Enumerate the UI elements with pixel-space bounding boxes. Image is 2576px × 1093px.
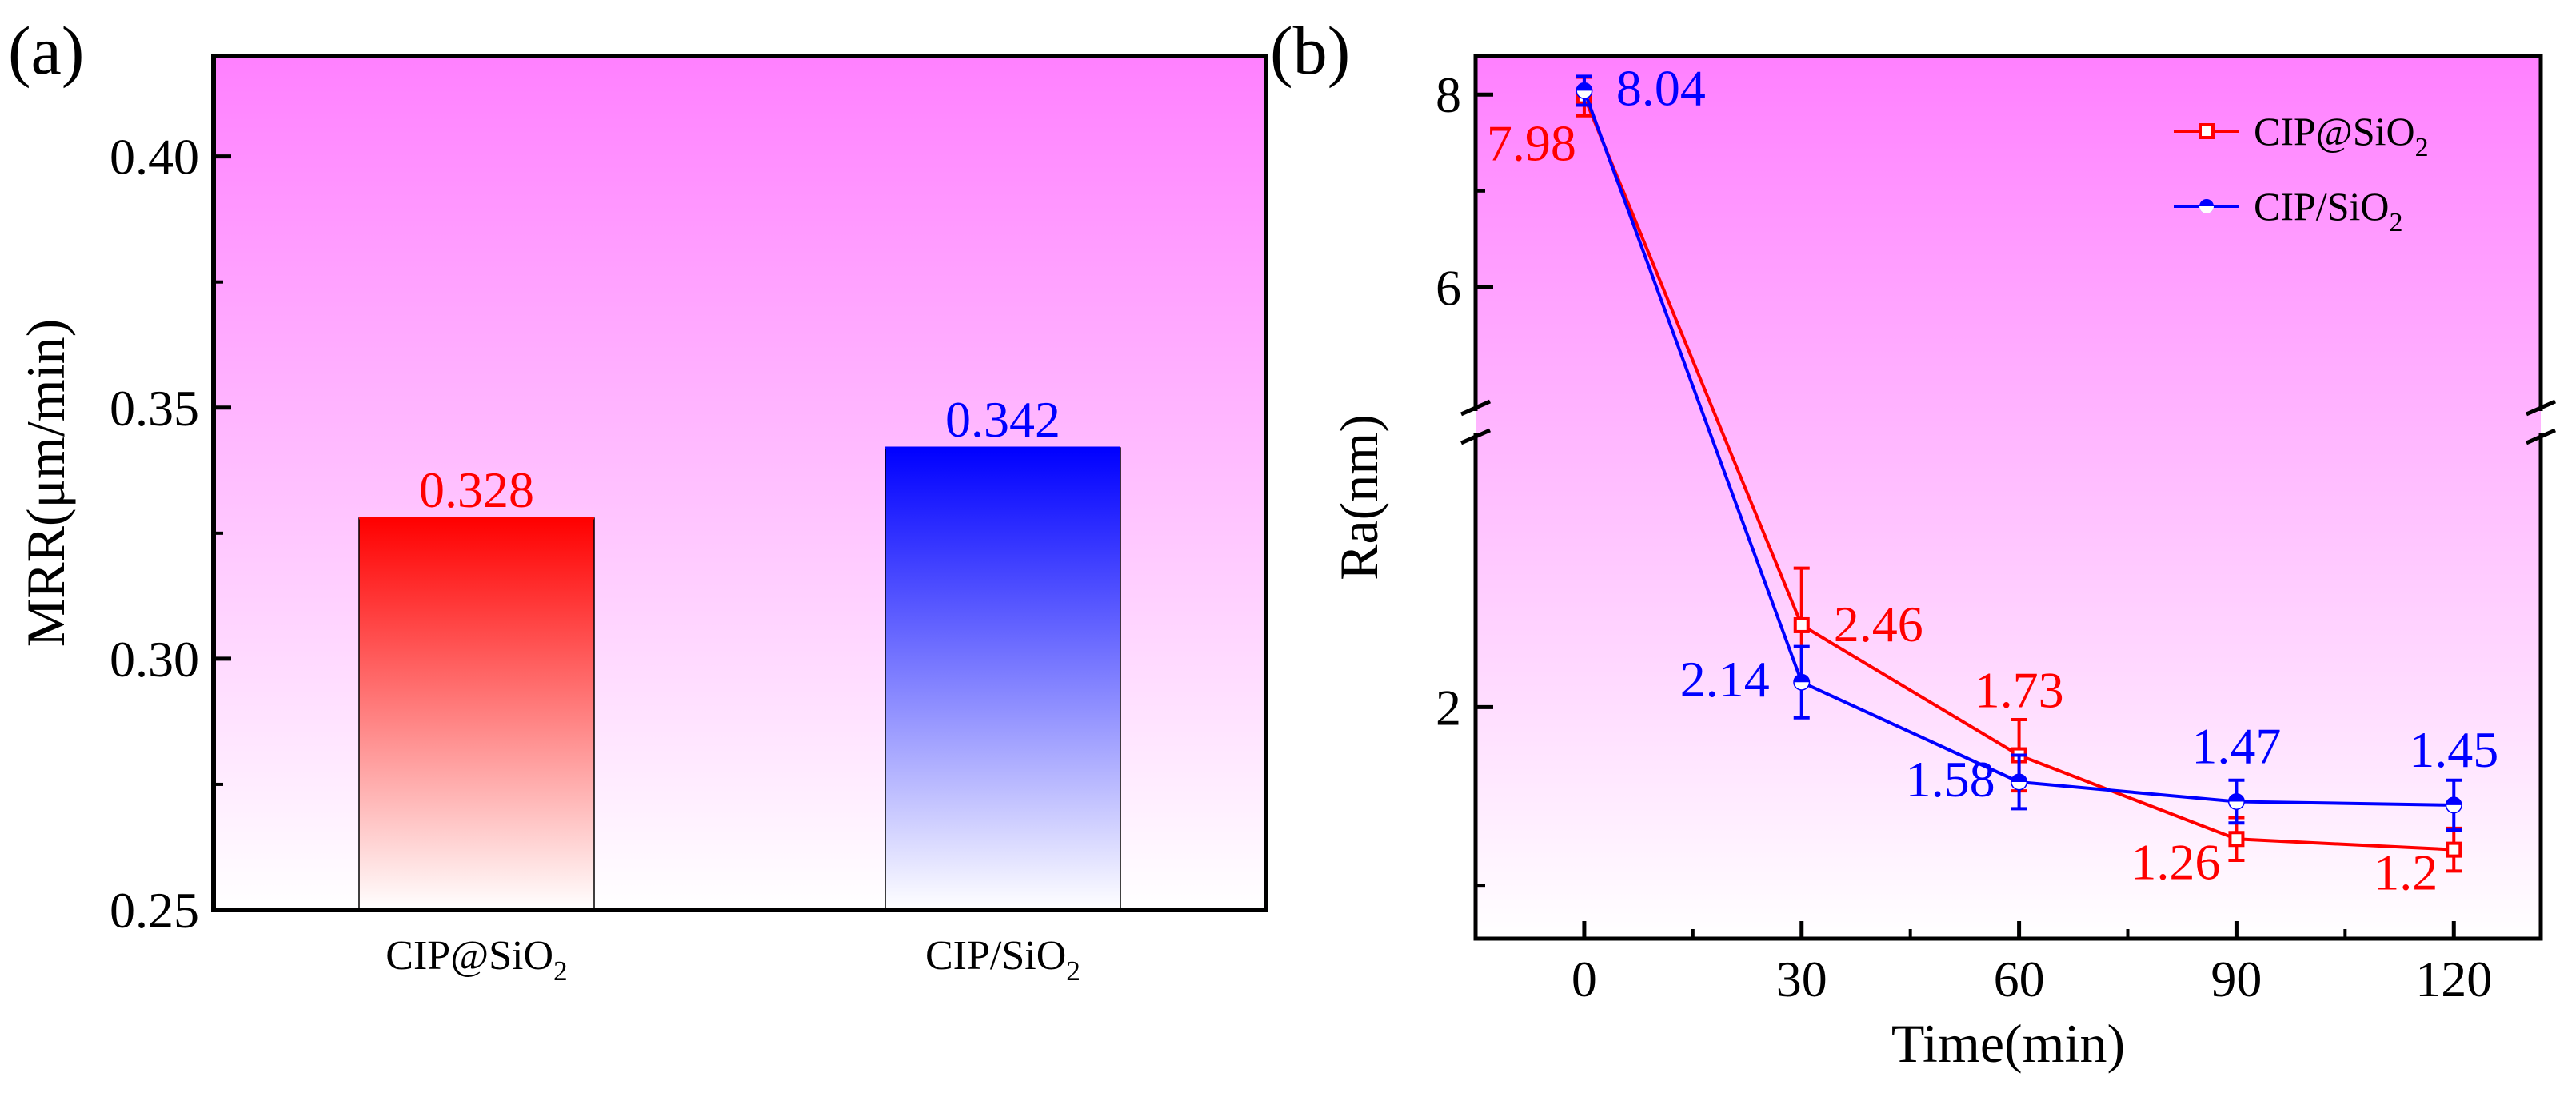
panel-b-frame (1460, 54, 2557, 941)
panel-a-frame (211, 54, 1268, 912)
legend-label: CIP@SiO2 (2254, 109, 2429, 162)
panel-b-x-axis-title: Time(min) (1891, 1013, 2125, 1074)
y-tick-label: 6 (1436, 259, 1461, 316)
frame-upper (1473, 54, 2543, 411)
panel-b-y-axis-title: Ra(nm) (1328, 414, 1389, 580)
data-point-half (1794, 682, 1809, 690)
data-point-CIP@SiO2 (2446, 841, 2462, 858)
y-tick-label: 0.35 (110, 380, 199, 437)
data-point-CIP@SiO2 (2228, 831, 2245, 848)
data-point-half (2011, 781, 2027, 789)
data-point-half (1576, 90, 1592, 98)
panel-a-y-ticks: 0.25 0.30 0.35 0.40 (110, 129, 231, 939)
data-label-CIP/SiO2: 1.58 (1906, 751, 1995, 808)
x-tick-label: 120 (2415, 951, 2492, 1007)
data-point-half (2446, 804, 2462, 812)
panel-a-y-axis-title: MRR(μm/min) (15, 319, 76, 648)
category-label: CIP@SiO2 (385, 933, 567, 987)
x-tick-label: 30 (1776, 951, 1827, 1007)
data-label-CIP/SiO2: 1.47 (2191, 717, 2281, 774)
x-tick-label: 90 (2211, 951, 2262, 1007)
axis-break-mark (1460, 399, 1492, 417)
panel-a-category-labels: CIP@SiO2 CIP/SiO2 (385, 933, 1080, 987)
legend-marker (2199, 123, 2215, 139)
panel-a-value-labels: 0.328 0.342 (419, 391, 1060, 518)
x-tick-label: 0 (1572, 951, 1597, 1007)
bar-value-label: 0.342 (945, 391, 1060, 448)
panel-b-y-ticks: 2 6 8 (1436, 66, 1493, 888)
panel-b-line-chart: (b) 7.98 2.46 1.73 1.26 1.2 8.04 2.14 1.58 1.47 1… (1270, 12, 2557, 1074)
y-tick-label: 8 (1436, 66, 1461, 123)
bar-CIP@SiO2 (358, 517, 595, 911)
data-label-CIP/SiO2: 2.14 (1680, 651, 1770, 708)
axis-break-mark (2525, 428, 2557, 445)
panel-b-plot-background (1476, 56, 2541, 939)
x-tick-label: 60 (1994, 951, 2045, 1007)
data-label-CIP/SiO2: 8.04 (1616, 59, 1706, 116)
y-tick-label: 2 (1436, 679, 1461, 736)
panel-a-bar-chart: (a) 0.328 0.342 0.25 0.30 0.35 0.40 CIP@SiO2… (8, 12, 1268, 987)
frame-lower (1473, 433, 2543, 941)
axis-break-mark (2525, 399, 2557, 417)
bar-value-label: 0.328 (419, 461, 534, 518)
y-tick-label: 0.40 (110, 129, 199, 185)
data-label-CIP@SiO2: 7.98 (1487, 115, 1576, 172)
panel-a-label: (a) (8, 12, 84, 89)
data-label-CIP@SiO2: 1.26 (2131, 833, 2220, 890)
panel-b-legend: CIP@SiO2 CIP/SiO2 (2174, 109, 2429, 237)
data-label-CIP@SiO2: 2.46 (1834, 596, 1923, 652)
bar-CIP/SiO2 (885, 447, 1121, 911)
data-label-CIP@SiO2: 1.73 (1975, 662, 2064, 719)
data-label-CIP@SiO2: 1.2 (2374, 844, 2438, 901)
data-label-CIP/SiO2: 1.45 (2409, 721, 2498, 778)
y-tick-label: 0.25 (110, 882, 199, 939)
panel-b-series: 7.98 2.46 1.73 1.26 1.2 8.04 2.14 1.58 1.47 1.45 (1487, 59, 2498, 900)
y-tick-label: 0.30 (110, 631, 199, 688)
data-point-half (2229, 801, 2244, 809)
legend-label: CIP/SiO2 (2254, 184, 2403, 237)
axis-break-mark (1460, 428, 1492, 445)
panel-b-x-ticks: 0 30 60 90 120 (1572, 921, 2492, 1007)
legend-marker-half (2199, 206, 2214, 213)
data-point-CIP@SiO2 (1793, 616, 1810, 633)
category-label: CIP/SiO2 (925, 933, 1080, 987)
panel-b-label: (b) (1270, 12, 1350, 89)
